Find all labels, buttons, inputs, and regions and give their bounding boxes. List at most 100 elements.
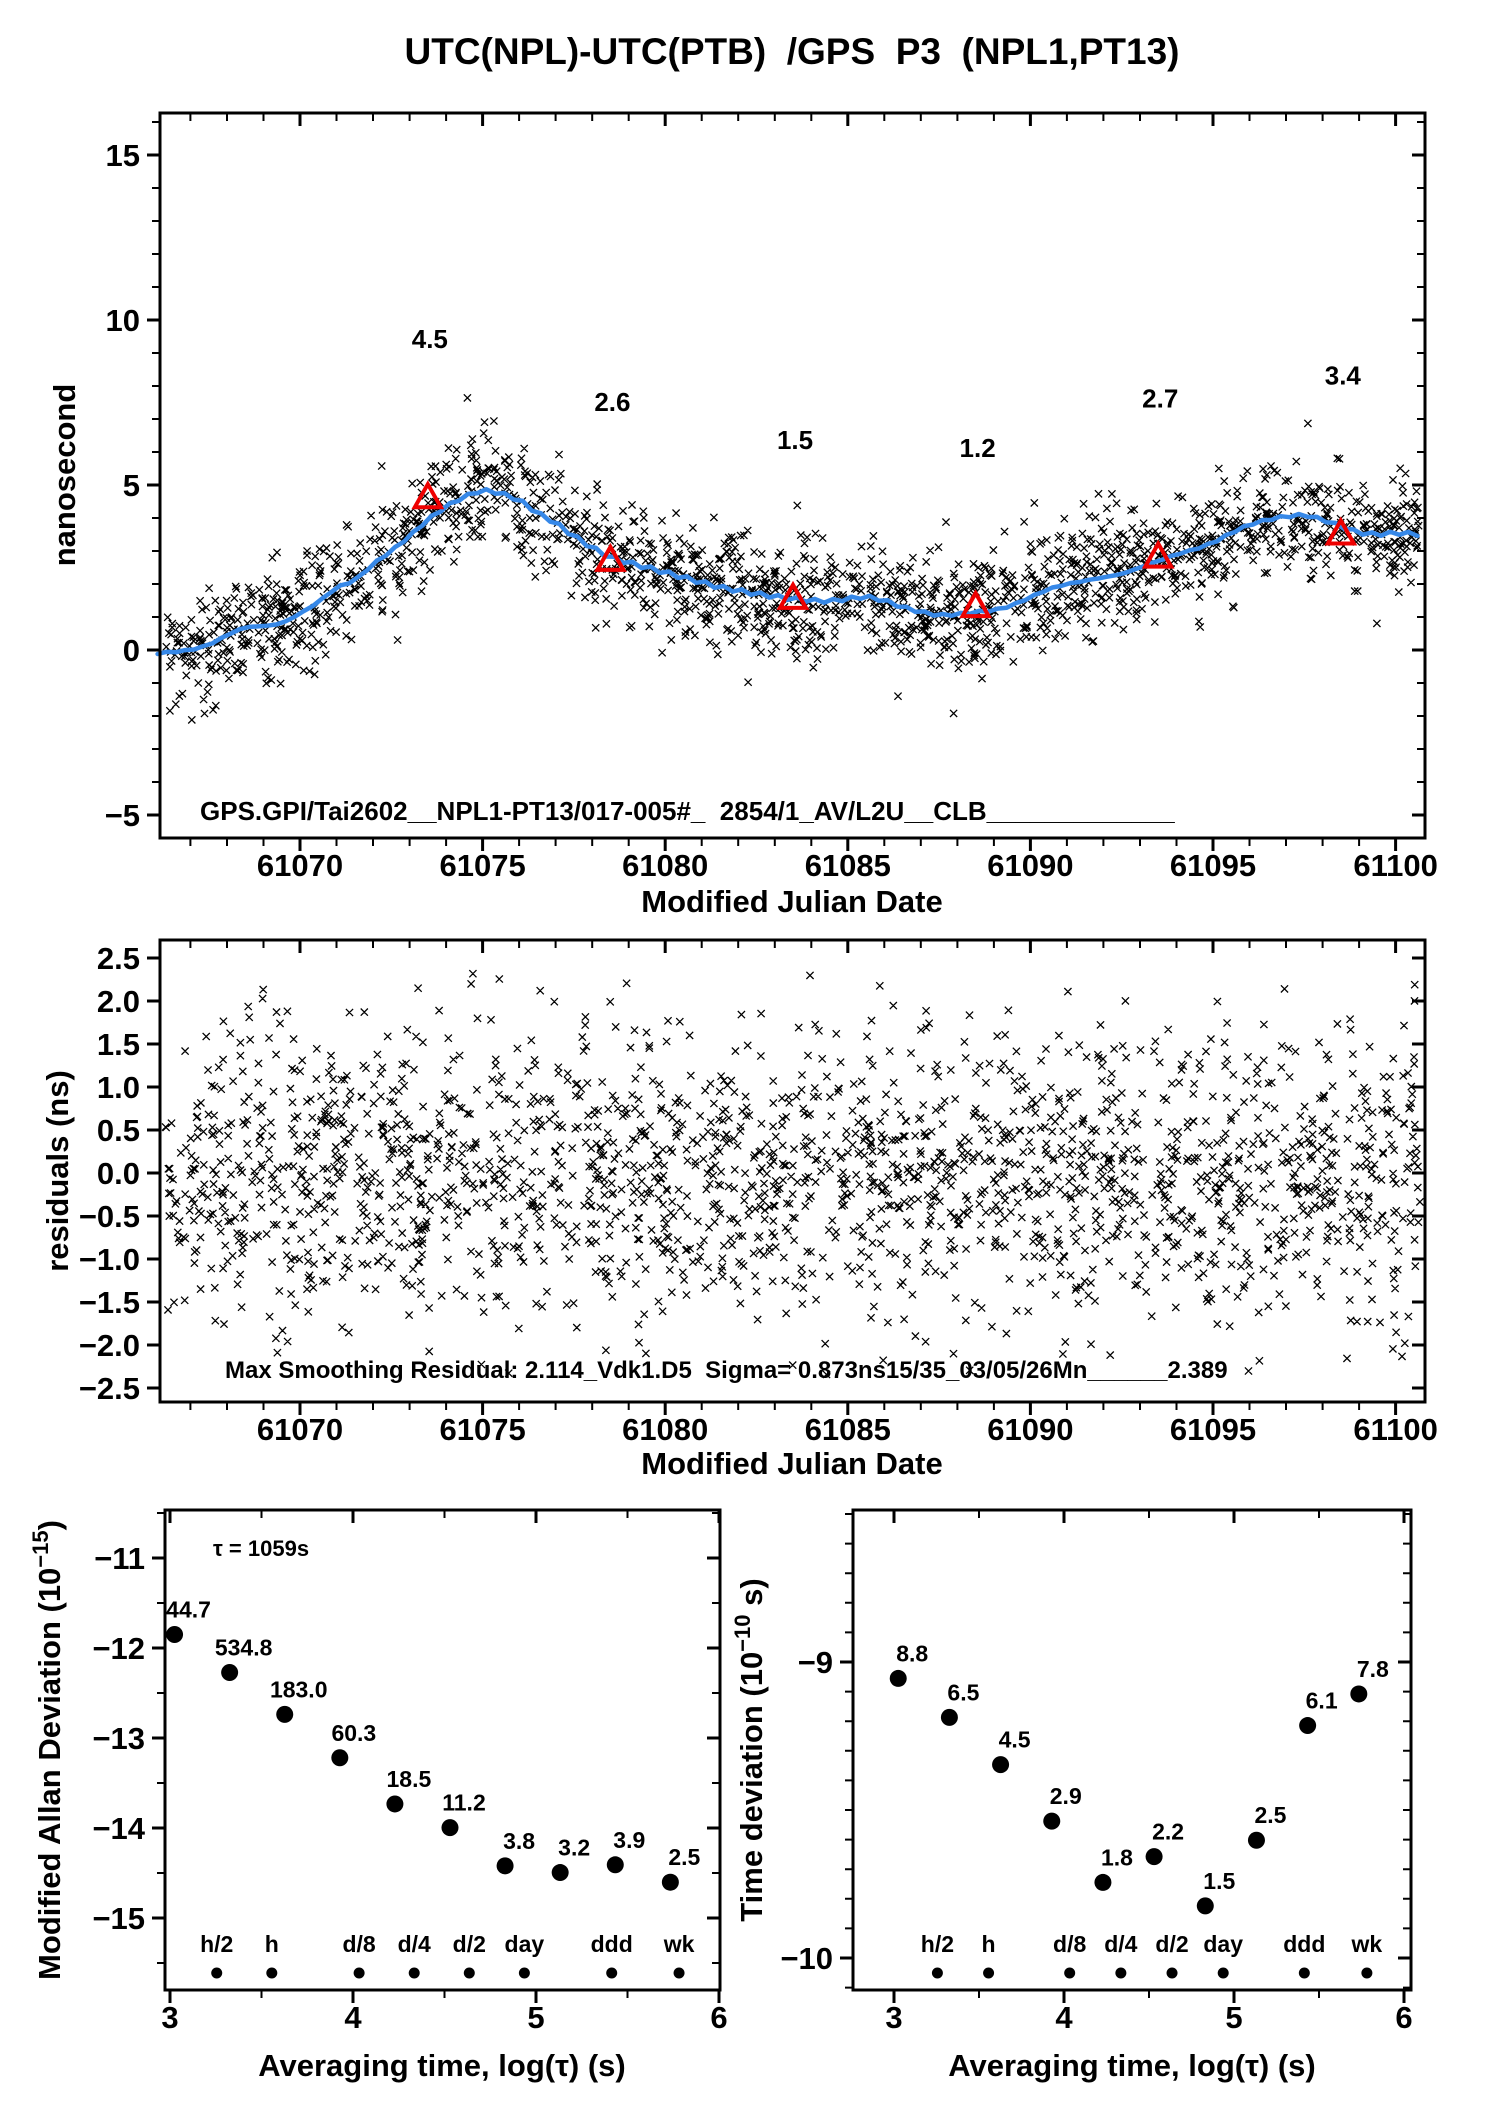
tau-marker-label: d/8 (342, 1931, 375, 1957)
y-tick-label: 0 (123, 633, 140, 668)
data-point (221, 1663, 239, 1681)
tau-marker-dot (606, 1967, 618, 1979)
data-point (1350, 1685, 1368, 1703)
x-tick-label: 6 (710, 2000, 727, 2035)
point-label: 6.1 (1306, 1688, 1338, 1714)
y-tick-label: 10 (106, 303, 140, 338)
y-tick-label: −5 (105, 798, 140, 833)
y-tick-label: −13 (92, 1721, 145, 1756)
residuals-annotation: Max Smoothing Residual: 2.114_Vdk1.D5 Si… (225, 1357, 1228, 1384)
data-point (386, 1795, 404, 1813)
x-tick-label: 61100 (1353, 1412, 1438, 1447)
point-label: 2.9 (1050, 1783, 1082, 1809)
y-tick-label: 15 (106, 138, 140, 173)
top-chart-annotation: GPS.GPI/Tai2602__NPL1-PT13/017-005#_ 285… (200, 796, 1175, 826)
top-chart: 4.5 2.6 1.5 1.2 2.7 3.4 61070 61075 61080 61085 61… (105, 111, 1438, 883)
x-tick-label: 3 (885, 2000, 902, 2035)
vondrak-triangle (1141, 539, 1175, 569)
x-tick-label: 61075 (439, 848, 525, 883)
triangle-label: 1.5 (777, 425, 813, 455)
minor-ticks (152, 113, 1425, 846)
point-label: 534.8 (215, 1634, 273, 1660)
y-tick-label: −11 (94, 1541, 145, 1576)
tau-marker-dot (1115, 1967, 1127, 1979)
tau-marker-label: d/2 (453, 1931, 486, 1957)
smoothing-curve (155, 486, 1420, 657)
data-point (1043, 1812, 1061, 1830)
top-xlabel: Modified Julian Date (641, 884, 942, 919)
x-tick-label: 61070 (257, 848, 343, 883)
residuals-ylabel: residuals (ns) (40, 1070, 75, 1272)
tau-marker-dot (518, 1967, 530, 1979)
tdev-chart: 8.8 6.5 4.5 2.9 1.8 2.2 1.5 2.5 6.1 7.8 h/2 h d/8 d/4… (780, 1508, 1413, 2035)
minor-ticks (189, 940, 1361, 1410)
point-label: 3.9 (613, 1827, 645, 1853)
triangle-label: 1.2 (960, 433, 996, 463)
tau-marker-label: h (265, 1931, 279, 1957)
x-tick-label: 61090 (987, 848, 1073, 883)
tau-marker-dot (983, 1967, 995, 1979)
x-tick-label: 61075 (439, 1412, 525, 1447)
y-tick-label: −14 (92, 1811, 145, 1846)
x-tick-label: 5 (1225, 2000, 1242, 2035)
point-label: 18.5 (387, 1766, 432, 1792)
point-label: 60.3 (331, 1720, 376, 1746)
x-tick-label: 61095 (1170, 848, 1256, 883)
y-tick-label: −0.5 (79, 1199, 140, 1234)
y-tick-label: 0.0 (97, 1156, 140, 1191)
major-ticks (147, 940, 1425, 1415)
data-point (1094, 1873, 1112, 1891)
data-point (1247, 1831, 1265, 1849)
point-label: 1.5 (1203, 1868, 1235, 1894)
tau-marker-label: ddd (591, 1931, 633, 1957)
vondrak-triangle (959, 589, 993, 619)
x-tick-label: 61070 (257, 1412, 343, 1447)
major-ticks (152, 1510, 721, 2003)
data-point (276, 1705, 294, 1723)
point-label: 2.5 (668, 1844, 700, 1870)
tau-marker-dot (1361, 1967, 1373, 1979)
y-tick-label: −1.5 (79, 1285, 140, 1320)
data-point (1299, 1717, 1317, 1735)
tau-marker-label: h (982, 1931, 996, 1957)
axis-frame (158, 111, 1427, 840)
point-label: 8.8 (896, 1640, 928, 1666)
data-point (551, 1864, 569, 1882)
major-ticks (147, 113, 1425, 851)
mdev-xlabel: Averaging time, log(τ) (s) (258, 2048, 626, 2083)
axis-frame (851, 1508, 1413, 1992)
tau-marker-label: ddd (1283, 1931, 1325, 1957)
y-tick-label: 2.0 (97, 984, 140, 1019)
data-point (661, 1873, 679, 1891)
data-point (441, 1819, 459, 1837)
triangle-label: 2.7 (1142, 384, 1178, 414)
x-tick-label: 61080 (622, 1412, 708, 1447)
x-tick-label: 61090 (987, 1412, 1073, 1447)
tau-marker-dot (1064, 1967, 1076, 1979)
tau-marker-dot (266, 1967, 278, 1979)
tau-marker-dot (1298, 1967, 1310, 1979)
tau-marker-label: d/4 (398, 1931, 431, 1957)
point-label: 3.2 (558, 1835, 590, 1861)
triangle-label: 4.5 (412, 324, 448, 354)
y-tick-label: −12 (92, 1631, 145, 1666)
data-point (940, 1708, 958, 1726)
minor-ticks (845, 1510, 1411, 1998)
y-tick-label: −15 (92, 1901, 145, 1936)
y-tick-label: 5 (123, 468, 140, 503)
data-point (1145, 1848, 1163, 1866)
y-tick-label: 2.5 (97, 941, 140, 976)
point-label: 2.2 (1152, 1819, 1184, 1845)
data-point (992, 1756, 1010, 1774)
x-tick-label: 4 (344, 2000, 362, 2035)
y-tick-label: 1.0 (97, 1070, 140, 1105)
triangle-label: 2.6 (594, 387, 630, 417)
y-tick-label: 1.5 (97, 1027, 140, 1062)
axis-frame (163, 1508, 722, 1992)
data-point (1196, 1897, 1214, 1915)
tau-marker-dot (673, 1967, 685, 1979)
x-tick-label: 3 (161, 2000, 178, 2035)
data-point (166, 1626, 184, 1643)
x-tick-label: 6 (1395, 2000, 1412, 2035)
x-tick-label: 5 (527, 2000, 544, 2035)
